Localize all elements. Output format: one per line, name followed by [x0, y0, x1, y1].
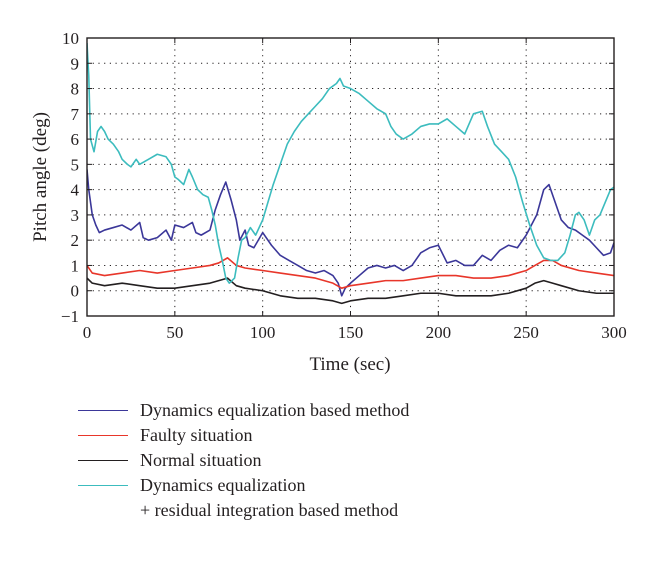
- y-tick-label: 3: [71, 206, 80, 225]
- legend-swatch-faulty-situation: [78, 435, 128, 436]
- plot-frame: [86, 37, 615, 317]
- y-tick-label: 1: [71, 256, 80, 275]
- legend-label-residual-integration-line2: + residual integration based method: [140, 500, 399, 520]
- x-tick-label: 200: [426, 323, 452, 342]
- y-axis-title: Pitch angle (deg): [30, 112, 51, 242]
- y-tick-label: −1: [61, 307, 79, 326]
- x-axis-title: Time (sec): [309, 354, 390, 375]
- y-tick-label: 0: [71, 282, 80, 301]
- y-tick-label: 4: [71, 181, 80, 200]
- legend: Dynamics equalization based method Fault…: [78, 398, 638, 523]
- legend-label-residual-integration: Dynamics equalization: [140, 475, 306, 495]
- y-tick-label: 10: [62, 29, 79, 48]
- y-tick-label: 6: [71, 130, 80, 149]
- legend-item-normal-situation: Normal situation: [78, 448, 638, 473]
- x-tick-label: 300: [601, 323, 627, 342]
- y-tick-label: 7: [71, 105, 80, 124]
- legend-label-dynamics-equalization: Dynamics equalization based method: [140, 400, 410, 420]
- series-normal-situation: [87, 277, 614, 305]
- x-tick-label: 0: [83, 323, 92, 342]
- x-tick-label: 100: [250, 323, 276, 342]
- legend-swatch-normal-situation: [78, 460, 128, 461]
- y-tick-label: 2: [71, 231, 80, 250]
- y-tick-label: 8: [71, 80, 80, 99]
- series-faulty-situation: [87, 257, 614, 289]
- x-tick-label: 50: [166, 323, 183, 342]
- legend-swatch-residual-integration: [78, 485, 128, 486]
- y-tick-label: 5: [71, 155, 80, 174]
- legend-label-faulty-situation: Faulty situation: [140, 425, 253, 445]
- series-lines: [87, 43, 614, 305]
- x-tick-label: 150: [338, 323, 364, 342]
- grid: [87, 38, 614, 316]
- legend-item-faulty-situation: Faulty situation: [78, 423, 638, 448]
- series-dynamics-equalization: [87, 169, 614, 297]
- x-tick-label: 250: [513, 323, 539, 342]
- series-residual-integration: [87, 43, 614, 284]
- legend-item-residual-integration: Dynamics equalization + residual integra…: [78, 473, 638, 523]
- legend-label-normal-situation: Normal situation: [140, 450, 262, 470]
- legend-swatch-dynamics-equalization: [78, 410, 128, 411]
- legend-item-dynamics-equalization: Dynamics equalization based method: [78, 398, 638, 423]
- y-tick-label: 9: [71, 54, 80, 73]
